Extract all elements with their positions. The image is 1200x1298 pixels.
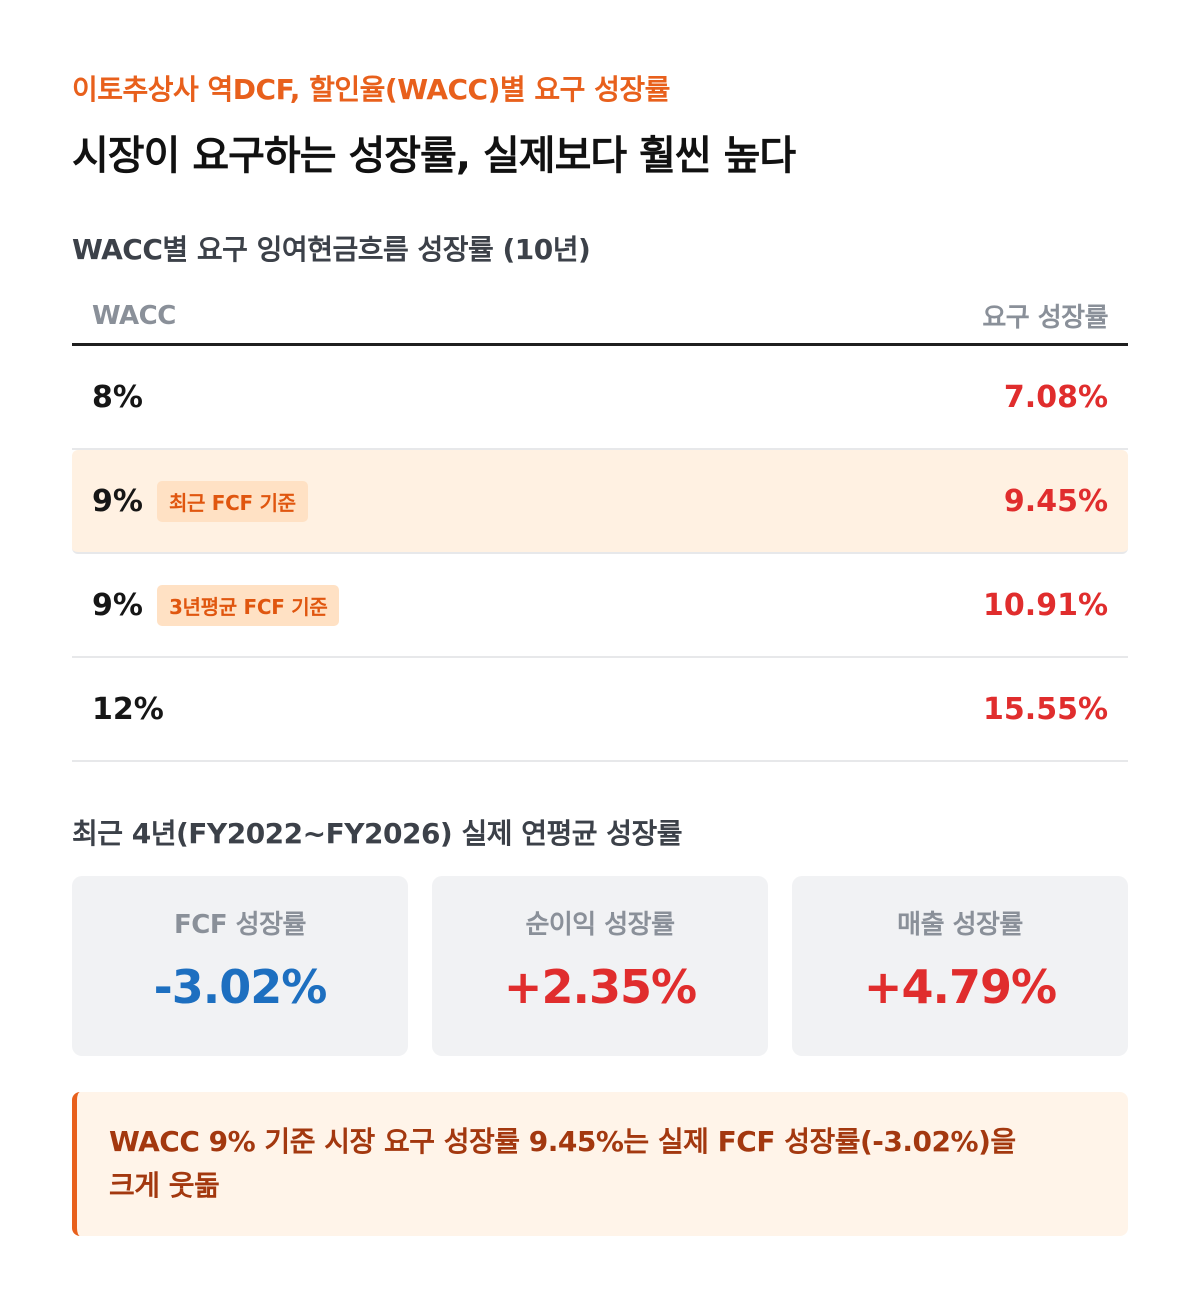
card-label: FCF 성장률 (174, 910, 306, 940)
required-growth-table: WACC 요구 성장률 8% 7.08% 9% 최근 FCF 기준 9.45% … (72, 288, 1128, 762)
column-header-required-growth: 요구 성장률 (982, 303, 1108, 333)
required-growth-value: 10.91% (983, 587, 1108, 623)
card-label: 순이익 성장률 (525, 910, 675, 940)
wacc-cell: 8% (92, 380, 143, 415)
actual-growth-title: 최근 4년(FY2022~FY2026) 실제 연평균 성장률 (72, 817, 683, 850)
required-growth-title: WACC별 요구 잉여현금흐름 성장률 (10년) (72, 233, 591, 266)
actual-growth-cards: FCF 성장률 -3.02% 순이익 성장률 +2.35% 매출 성장률 +4.… (72, 876, 1128, 1056)
wacc-cell: 9% 최근 FCF 기준 (92, 480, 308, 522)
table-row: 12% 15.55% (72, 658, 1128, 762)
basis-tag: 3년평균 FCF 기준 (156, 584, 340, 626)
net-income-growth-card: 순이익 성장률 +2.35% (432, 876, 768, 1056)
wacc-cell: 12% (92, 692, 164, 727)
revenue-growth-card: 매출 성장률 +4.79% (792, 876, 1128, 1056)
callout-line-2: 크게 웃돎 (109, 1169, 220, 1202)
column-header-wacc: WACC (92, 300, 176, 331)
conclusion-callout: WACC 9% 기준 시장 요구 성장률 9.45%는 실제 FCF 성장률(-… (72, 1092, 1128, 1236)
required-growth-value: 9.45% (1003, 483, 1108, 519)
card-value: -3.02% (153, 960, 328, 1014)
wacc-value: 9% (92, 483, 143, 519)
required-growth-value: 15.55% (983, 691, 1108, 727)
card-label: 매출 성장률 (897, 910, 1023, 940)
wacc-value: 8% (92, 379, 143, 415)
fcf-growth-card: FCF 성장률 -3.02% (72, 876, 408, 1056)
callout-line-1: WACC 9% 기준 시장 요구 성장률 9.45%는 실제 FCF 성장률(-… (109, 1125, 1016, 1158)
wacc-value: 9% (92, 587, 143, 623)
table-row: 9% 3년평균 FCF 기준 10.91% (72, 554, 1128, 658)
table-header: WACC 요구 성장률 (72, 288, 1128, 346)
table-row: 8% 7.08% (72, 346, 1128, 450)
wacc-cell: 9% 3년평균 FCF 기준 (92, 584, 340, 626)
card-value: +2.35% (503, 960, 697, 1014)
required-growth-value: 7.08% (1003, 379, 1108, 415)
wacc-value: 12% (92, 691, 164, 727)
card-value: +4.79% (863, 960, 1057, 1014)
table-row-highlighted: 9% 최근 FCF 기준 9.45% (72, 450, 1128, 554)
eyebrow-title: 이토추상사 역DCF, 할인율(WACC)별 요구 성장률 (72, 73, 670, 106)
page-title: 시장이 요구하는 성장률, 실제보다 훨씬 높다 (72, 133, 796, 179)
basis-tag: 최근 FCF 기준 (156, 480, 308, 522)
